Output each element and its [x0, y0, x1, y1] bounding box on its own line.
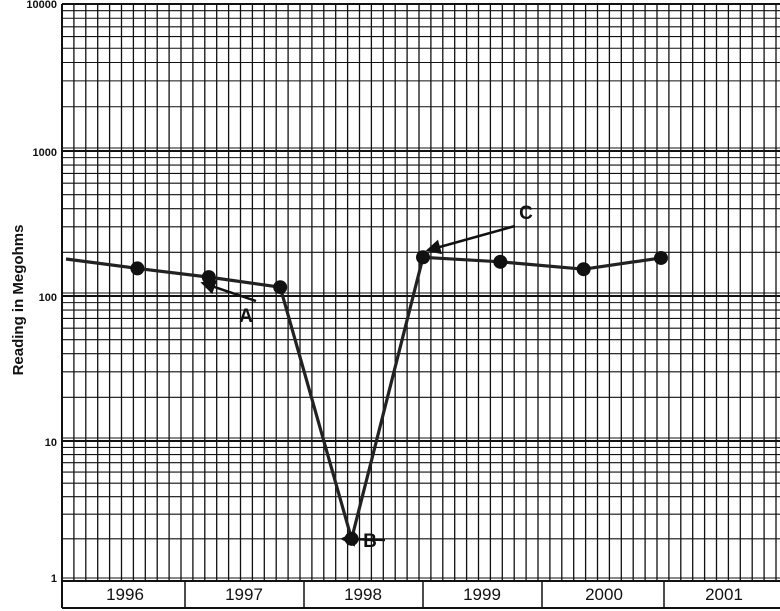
y-axis-label: Reading in Megohms — [10, 225, 27, 376]
annotations: A B C — [200, 203, 533, 552]
data-point — [201, 270, 216, 285]
annotation-label-b: B — [363, 531, 377, 552]
annotation-label-a: A — [239, 306, 253, 327]
data-point — [416, 250, 430, 265]
x-tick-label: 1996 — [106, 585, 144, 604]
annotation-arrow-c — [425, 224, 516, 255]
data-point — [576, 262, 591, 277]
y-tick-label: 1000 — [33, 147, 57, 159]
data-point — [273, 280, 288, 295]
data-point — [493, 254, 508, 269]
series-layer — [65, 250, 668, 546]
data-point — [654, 250, 668, 265]
x-axis-band — [62, 581, 780, 608]
x-axis-ticks: 1996 1997 1998 1999 2000 2001 — [106, 585, 743, 604]
x-tick-label: 1999 — [463, 585, 501, 604]
y-tick-label: 100 — [39, 292, 57, 304]
y-tick-label: 1 — [51, 573, 57, 585]
y-tick-label: 10000 — [26, 0, 57, 11]
chart-grid — [61, 3, 780, 608]
data-point — [130, 261, 145, 276]
y-tick-label: 10 — [45, 437, 57, 449]
annotation-label-c: C — [519, 203, 533, 224]
x-tick-label: 2001 — [705, 585, 743, 604]
annotation-arrow-b — [340, 531, 386, 547]
x-tick-label: 1998 — [344, 585, 382, 604]
chart-frame — [61, 4, 780, 609]
x-tick-label: 2000 — [585, 585, 623, 604]
y-axis-ticks: 10000 1000 100 10 1 — [26, 0, 57, 585]
x-tick-label: 1997 — [225, 585, 263, 604]
annotation-arrow-a — [200, 279, 257, 303]
